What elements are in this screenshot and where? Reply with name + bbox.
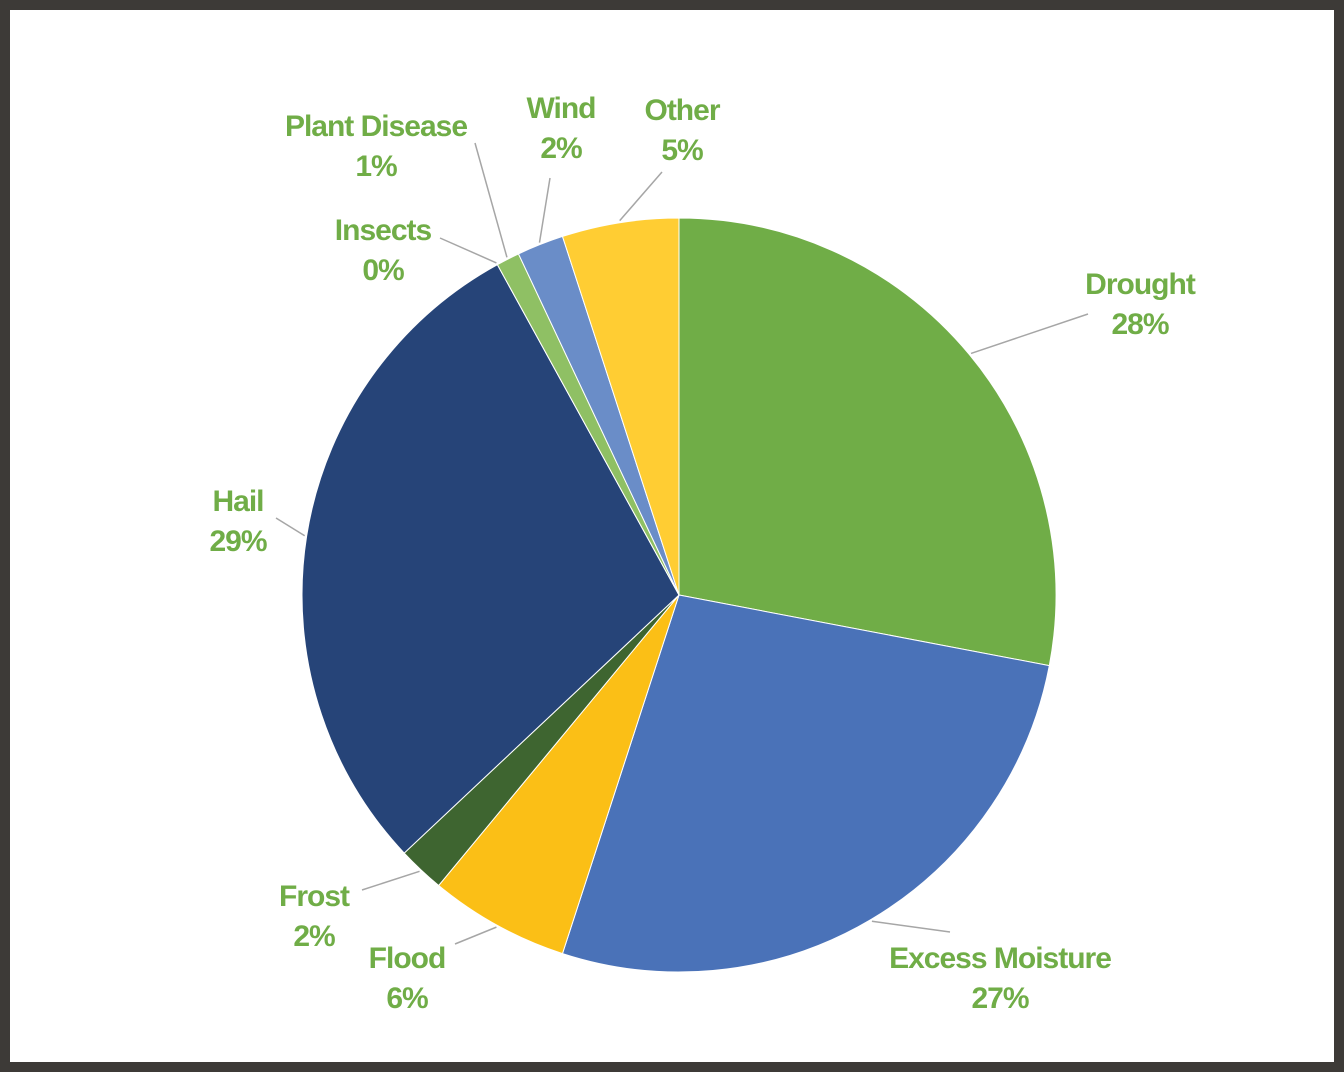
leader-line xyxy=(454,926,497,945)
slice-label: Excess Moisture xyxy=(889,942,1111,975)
pie-slice xyxy=(561,217,680,596)
slice-value-label: 1% xyxy=(355,150,397,183)
slice-value-label: 29% xyxy=(209,525,266,558)
slice-value-label: 0% xyxy=(362,254,404,287)
pie-slice xyxy=(561,594,1050,973)
slice-label: Insects xyxy=(335,214,432,247)
pie-slice xyxy=(437,594,680,955)
leader-line xyxy=(275,517,306,537)
slice-value-label: 2% xyxy=(540,132,582,165)
slice-value-label: 2% xyxy=(293,920,335,953)
slice-label: Frost xyxy=(279,880,350,913)
slice-label: Flood xyxy=(369,942,446,975)
leader-line xyxy=(619,171,663,222)
slice-label: Drought xyxy=(1085,268,1196,301)
leader-line xyxy=(361,870,420,891)
leader-line xyxy=(970,313,1089,355)
leader-line xyxy=(474,142,508,258)
leader-line xyxy=(871,920,951,933)
slice-label: Plant Disease xyxy=(285,110,467,143)
leader-line xyxy=(439,237,497,264)
slice-value-label: 5% xyxy=(661,134,703,167)
slice-value-label: 6% xyxy=(386,982,428,1015)
slice-value-label: 27% xyxy=(971,982,1028,1015)
slice-label: Hail xyxy=(212,485,263,518)
pie-slice xyxy=(678,217,1057,667)
leader-line xyxy=(538,177,551,243)
slice-label: Other xyxy=(644,94,720,127)
slice-value-label: 28% xyxy=(1111,308,1168,341)
pie-slice xyxy=(301,263,680,854)
slice-label: Wind xyxy=(526,92,595,125)
